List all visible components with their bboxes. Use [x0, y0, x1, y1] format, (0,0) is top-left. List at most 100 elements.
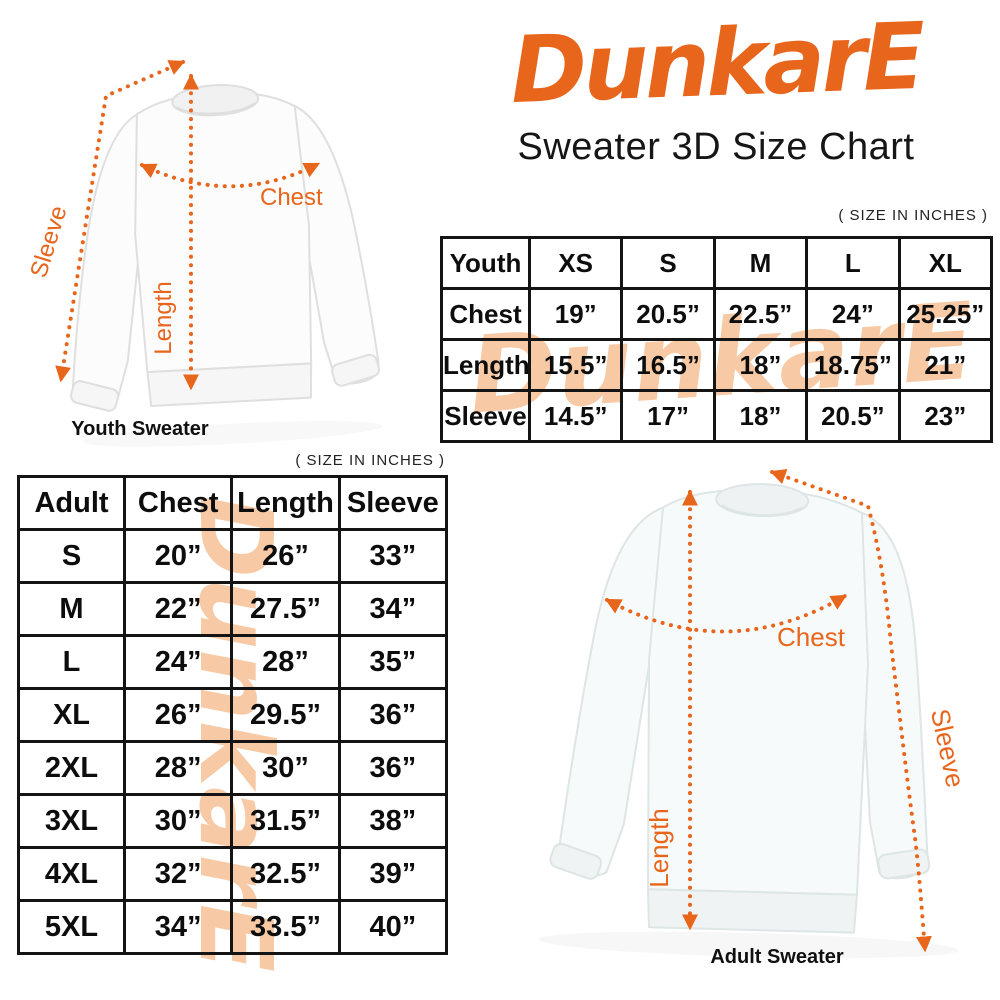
size-cell: 36” [337, 687, 449, 743]
size-cell: 24” [805, 287, 901, 341]
row-header: Sleeve [440, 389, 531, 443]
page-title: Sweater 3D Size Chart [517, 125, 915, 168]
adult-length-label: Length [644, 808, 674, 888]
column-header: XL [897, 236, 994, 290]
column-header: Chest [122, 475, 234, 531]
size-cell: 26” [230, 528, 341, 584]
size-cell: 27.5” [230, 581, 341, 637]
header-row: Adult Chest Length Sleeve [17, 475, 449, 531]
adult-measurement-arrows [604, 468, 932, 953]
size-cell: 25.25” [897, 287, 994, 341]
size-row: M 22” 27.5” 34” [17, 581, 449, 637]
size-cell: 30” [230, 740, 341, 796]
row-header: L [17, 634, 126, 690]
size-cell: 14.5” [527, 389, 624, 443]
size-row: Length 15.5” 16.5” 18” 18.75” 21” [440, 338, 994, 392]
size-cell: 33” [337, 528, 449, 584]
size-cell: 32” [122, 846, 234, 902]
row-header: Length [440, 338, 531, 392]
size-cell: 35” [337, 634, 449, 690]
size-row: S 20” 26” 33” [17, 528, 449, 584]
row-header: 4XL [17, 846, 126, 902]
size-row: 2XL 28” 30” 36” [17, 740, 449, 796]
youth-chest-label: Chest [260, 184, 323, 211]
row-header: XL [17, 687, 126, 743]
brand-header: DunkarE Sweater 3D Size Chart [438, 3, 994, 169]
adult-chest-measure-line [604, 594, 848, 634]
brand-logo: DunkarE [508, 2, 924, 125]
adult-sleeve-measure-line [769, 468, 932, 953]
size-cell: 20” [122, 528, 234, 584]
size-unit-note-youth: ( SIZE IN INCHES ) [838, 207, 988, 224]
size-row: Sleeve 14.5” 17” 18” 20.5” 23” [440, 389, 994, 443]
size-cell: 38” [337, 793, 449, 849]
adult-chest-label: Chest [777, 622, 846, 652]
size-cell: 28” [230, 634, 341, 690]
adult-sleeve-label: Sleeve [925, 706, 971, 790]
youth-sleeve-measure-line [55, 60, 186, 383]
row-header: 2XL [17, 740, 126, 796]
youth-sweater-shape [70, 84, 383, 447]
column-header: Length [230, 475, 341, 531]
size-cell: 33.5” [230, 899, 341, 955]
size-cell: 18.75” [805, 338, 901, 392]
size-cell: 34” [122, 899, 234, 955]
size-cell: 21” [897, 338, 994, 392]
row-header: M [17, 581, 126, 637]
size-cell: 29.5” [230, 687, 341, 743]
column-header: Youth [440, 236, 531, 290]
youth-sweater-illustration: Sleeve Length Chest [25, 60, 383, 447]
size-cell: 36” [337, 740, 449, 796]
column-header: S [620, 236, 716, 290]
size-cell: 16.5” [620, 338, 716, 392]
size-row: Chest 19” 20.5” 22.5” 24” 25.25” [440, 287, 994, 341]
header-row: Youth XS S M L XL [440, 236, 994, 290]
size-cell: 26” [122, 687, 234, 743]
size-unit-note-adult: ( SIZE IN INCHES ) [295, 452, 445, 469]
size-cell: 24” [122, 634, 234, 690]
youth-measurement-arrows [55, 60, 321, 391]
row-header: Chest [440, 287, 531, 341]
adult-sweater-diagram: Sleeve Length Chest [455, 450, 1000, 970]
size-cell: 40” [337, 899, 449, 955]
size-cell: 22” [122, 581, 234, 637]
size-row: XL 26” 29.5” 36” [17, 687, 449, 743]
size-cell: 31.5” [230, 793, 341, 849]
youth-sweater-caption: Youth Sweater [71, 418, 209, 440]
column-header: Adult [17, 475, 126, 531]
adult-sweater-illustration: Sleeve Length Chest [538, 468, 971, 959]
size-cell: 20.5” [805, 389, 901, 443]
size-cell: 19” [527, 287, 624, 341]
size-cell: 22.5” [712, 287, 809, 341]
row-header: 5XL [17, 899, 126, 955]
row-header: 3XL [17, 793, 126, 849]
size-row: 3XL 30” 31.5” 38” [17, 793, 449, 849]
column-header: M [712, 236, 809, 290]
youth-sleeve-label: Sleeve [25, 203, 72, 281]
size-cell: 28” [122, 740, 234, 796]
size-cell: 30” [122, 793, 234, 849]
youth-length-label: Length [150, 281, 177, 354]
column-header: L [805, 236, 901, 290]
adult-size-table: Adult Chest Length Sleeve S 20” 26” 33” M 22” 27.5… [17, 475, 449, 955]
adult-sweater-caption: Adult Sweater [710, 946, 844, 968]
column-header: XS [527, 236, 624, 290]
row-header: S [17, 528, 126, 584]
size-row: 5XL 34” 33.5” 40” [17, 899, 449, 955]
youth-size-table: Youth XS S M L XL Chest 19” 20.5” 22.5” 24” 25.25” L… [440, 236, 994, 443]
size-cell: 17” [620, 389, 716, 443]
size-cell: 18” [712, 389, 809, 443]
column-header: Sleeve [337, 475, 449, 531]
size-row: 4XL 32” 32.5” 39” [17, 846, 449, 902]
size-cell: 34” [337, 581, 449, 637]
size-cell: 20.5” [620, 287, 716, 341]
size-cell: 23” [897, 389, 994, 443]
adult-sweater-shape [538, 483, 959, 959]
youth-sweater-diagram: Sleeve Length Chest [8, 48, 438, 452]
size-cell: 32.5” [230, 846, 341, 902]
size-cell: 18” [712, 338, 809, 392]
size-cell: 39” [337, 846, 449, 902]
size-cell: 15.5” [527, 338, 624, 392]
size-row: L 24” 28” 35” [17, 634, 449, 690]
